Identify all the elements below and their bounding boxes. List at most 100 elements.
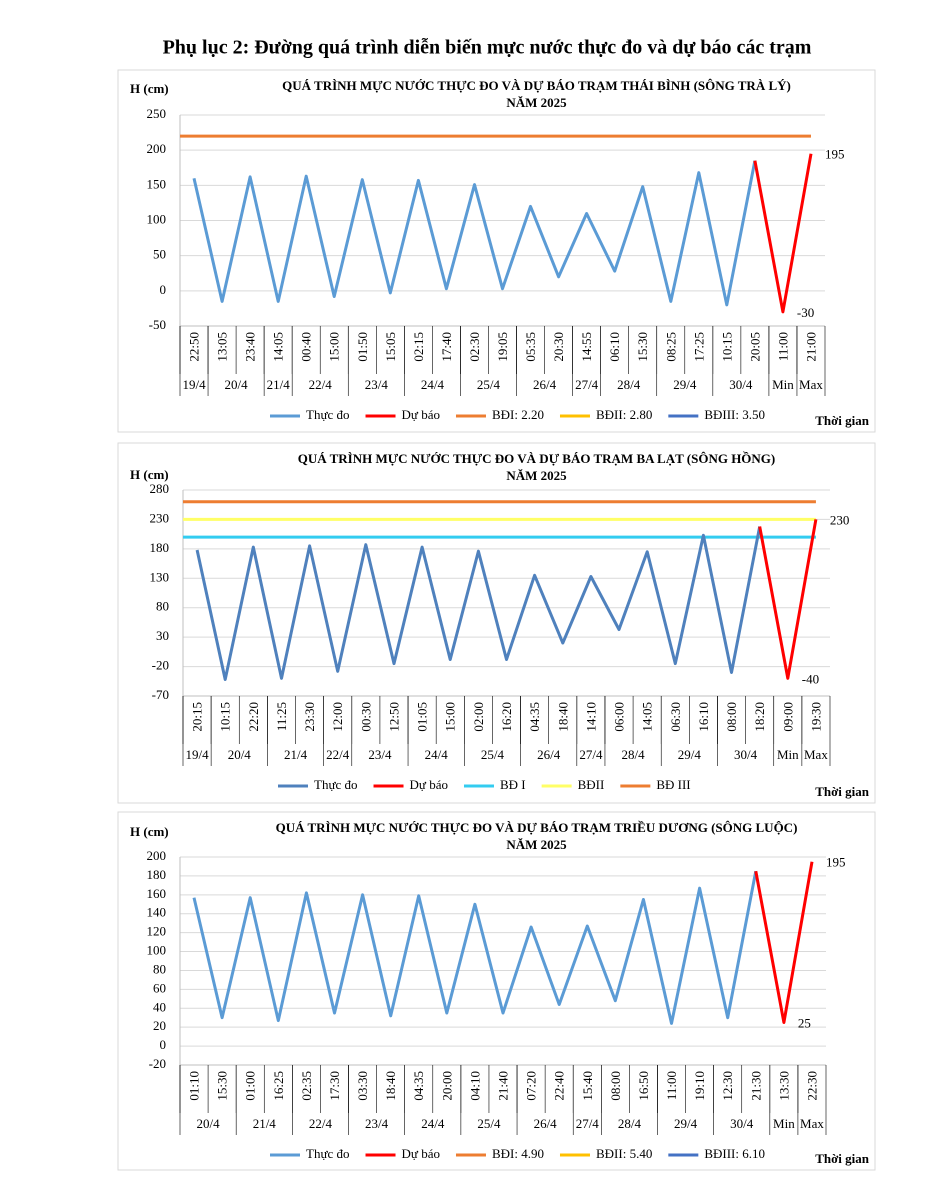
x-tick-label: 23:40 — [243, 332, 258, 362]
x-tick-label: 15:05 — [383, 332, 398, 362]
x-tick-label: 04:35 — [527, 702, 542, 732]
group-label: 28/4 — [618, 1116, 642, 1131]
x-tick-label: 12:30 — [720, 1071, 735, 1101]
x-tick-label: 12:00 — [330, 702, 345, 732]
x-tick-label: 15:00 — [327, 332, 342, 362]
group-label: 26/4 — [537, 747, 561, 762]
x-tick-label: 04:10 — [467, 1071, 482, 1101]
x-tick-label: 12:50 — [386, 702, 401, 732]
group-label: 28/4 — [617, 377, 641, 392]
data-label: 195 — [825, 147, 845, 162]
group-label: 23/4 — [368, 747, 392, 762]
y-tick-label: -20 — [152, 658, 169, 673]
x-tick-label: 18:40 — [555, 702, 570, 732]
y-tick-label: 20 — [153, 1018, 166, 1033]
x-tick-label: 01:10 — [187, 1071, 202, 1101]
series-line — [195, 526, 762, 681]
group-label: 19/4 — [182, 377, 206, 392]
group-label: 30/4 — [729, 377, 753, 392]
y-tick-label: 0 — [160, 1037, 167, 1052]
y-tick-label: 50 — [153, 247, 166, 262]
x-tick-label: 00:40 — [299, 332, 314, 362]
y-tick-label: -50 — [149, 317, 166, 332]
legend-label: BĐ I — [500, 777, 526, 792]
data-label: 195 — [826, 855, 846, 870]
data-label: 25 — [798, 1015, 811, 1030]
x-tick-label: 22:50 — [187, 332, 202, 362]
group-label: 22/4 — [309, 377, 333, 392]
y-tick-label: 280 — [150, 481, 170, 496]
x-tick-label: 22:20 — [246, 702, 261, 732]
x-tick-label: 17:40 — [439, 332, 454, 362]
chart-title: QUÁ TRÌNH MỰC NƯỚC THỰC ĐO VÀ DỰ BÁO TRẠ… — [282, 78, 791, 93]
group-label: 29/4 — [678, 747, 702, 762]
y-tick-label: 130 — [150, 569, 170, 584]
group-label: 20/4 — [225, 377, 249, 392]
series-line — [758, 519, 818, 680]
legend-label: Dự báo — [402, 1146, 440, 1161]
x-tick-label: 02:30 — [467, 332, 482, 362]
x-tick-label: 04:35 — [411, 1071, 426, 1101]
legend-label: BĐII — [578, 777, 605, 792]
group-label: 24/4 — [425, 747, 449, 762]
data-label: -30 — [797, 305, 814, 320]
x-tick-label: 08:00 — [724, 702, 739, 732]
x-tick-label: 07:20 — [524, 1071, 539, 1101]
y-tick-label: 60 — [153, 980, 166, 995]
y-tick-label: 80 — [156, 599, 169, 614]
legend-label: Thực đo — [314, 777, 358, 792]
x-tick-label: 20:00 — [439, 1071, 454, 1101]
group-label: 27/4 — [575, 377, 599, 392]
group-label: Min — [777, 747, 799, 762]
x-tick-label: 22:30 — [804, 1071, 819, 1101]
y-tick-label: 200 — [147, 848, 167, 863]
y-tick-label: 140 — [147, 905, 167, 920]
chart-frame — [117, 811, 876, 1171]
y-tick-label: 230 — [150, 510, 170, 525]
group-label: 30/4 — [734, 747, 758, 762]
legend-label: Dự báo — [402, 407, 440, 422]
x-tick-label: 11:25 — [274, 702, 289, 731]
y-tick-label: 100 — [147, 943, 167, 958]
group-label: Max — [804, 747, 828, 762]
legend-label: Thực đo — [306, 407, 350, 422]
x-tick-label: 16:10 — [696, 702, 711, 732]
chart-title: QUÁ TRÌNH MỰC NƯỚC THỰC ĐO VÀ DỰ BÁO TRẠ… — [276, 820, 798, 835]
x-tick-label: 15:40 — [580, 1071, 595, 1101]
x-axis-label: Thời gian — [815, 413, 870, 428]
x-tick-label: 02:35 — [299, 1071, 314, 1101]
x-tick-label: 10:15 — [218, 702, 233, 732]
y-tick-label: -70 — [152, 687, 169, 702]
group-label: 26/4 — [533, 377, 557, 392]
chart-frame — [117, 69, 876, 433]
y-axis-label: H (cm) — [130, 81, 169, 96]
x-axis-label: Thời gian — [815, 784, 870, 799]
y-tick-label: 250 — [147, 106, 167, 121]
group-label: 22/4 — [326, 747, 350, 762]
y-tick-label: 0 — [160, 282, 167, 297]
x-tick-label: 00:30 — [358, 702, 373, 732]
x-tick-label: 05:35 — [523, 332, 538, 362]
x-tick-label: 11:00 — [664, 1071, 679, 1100]
group-label: 26/4 — [534, 1116, 558, 1131]
group-label: 21/4 — [267, 377, 291, 392]
x-tick-label: 01:00 — [243, 1071, 258, 1101]
chart-subtitle: NĂM 2025 — [506, 95, 567, 110]
x-tick-label: 13:05 — [215, 332, 230, 362]
legend-label: BĐIII: 3.50 — [704, 407, 765, 422]
group-label: 24/4 — [421, 377, 445, 392]
x-tick-label: 06:30 — [668, 702, 683, 732]
group-label: 21/4 — [284, 747, 308, 762]
series-line — [754, 861, 814, 1024]
group-label: Min — [772, 377, 794, 392]
x-tick-label: 14:05 — [640, 702, 655, 732]
x-tick-label: 02:15 — [411, 332, 426, 362]
x-tick-label: 14:55 — [579, 332, 594, 362]
x-tick-label: 20:30 — [551, 332, 566, 362]
group-label: 23/4 — [365, 1116, 389, 1131]
group-label: 30/4 — [730, 1116, 754, 1131]
chart-subtitle: NĂM 2025 — [506, 837, 567, 852]
x-tick-label: 21:40 — [496, 1071, 511, 1101]
y-tick-label: 200 — [147, 141, 167, 156]
group-label: 24/4 — [421, 1116, 445, 1131]
